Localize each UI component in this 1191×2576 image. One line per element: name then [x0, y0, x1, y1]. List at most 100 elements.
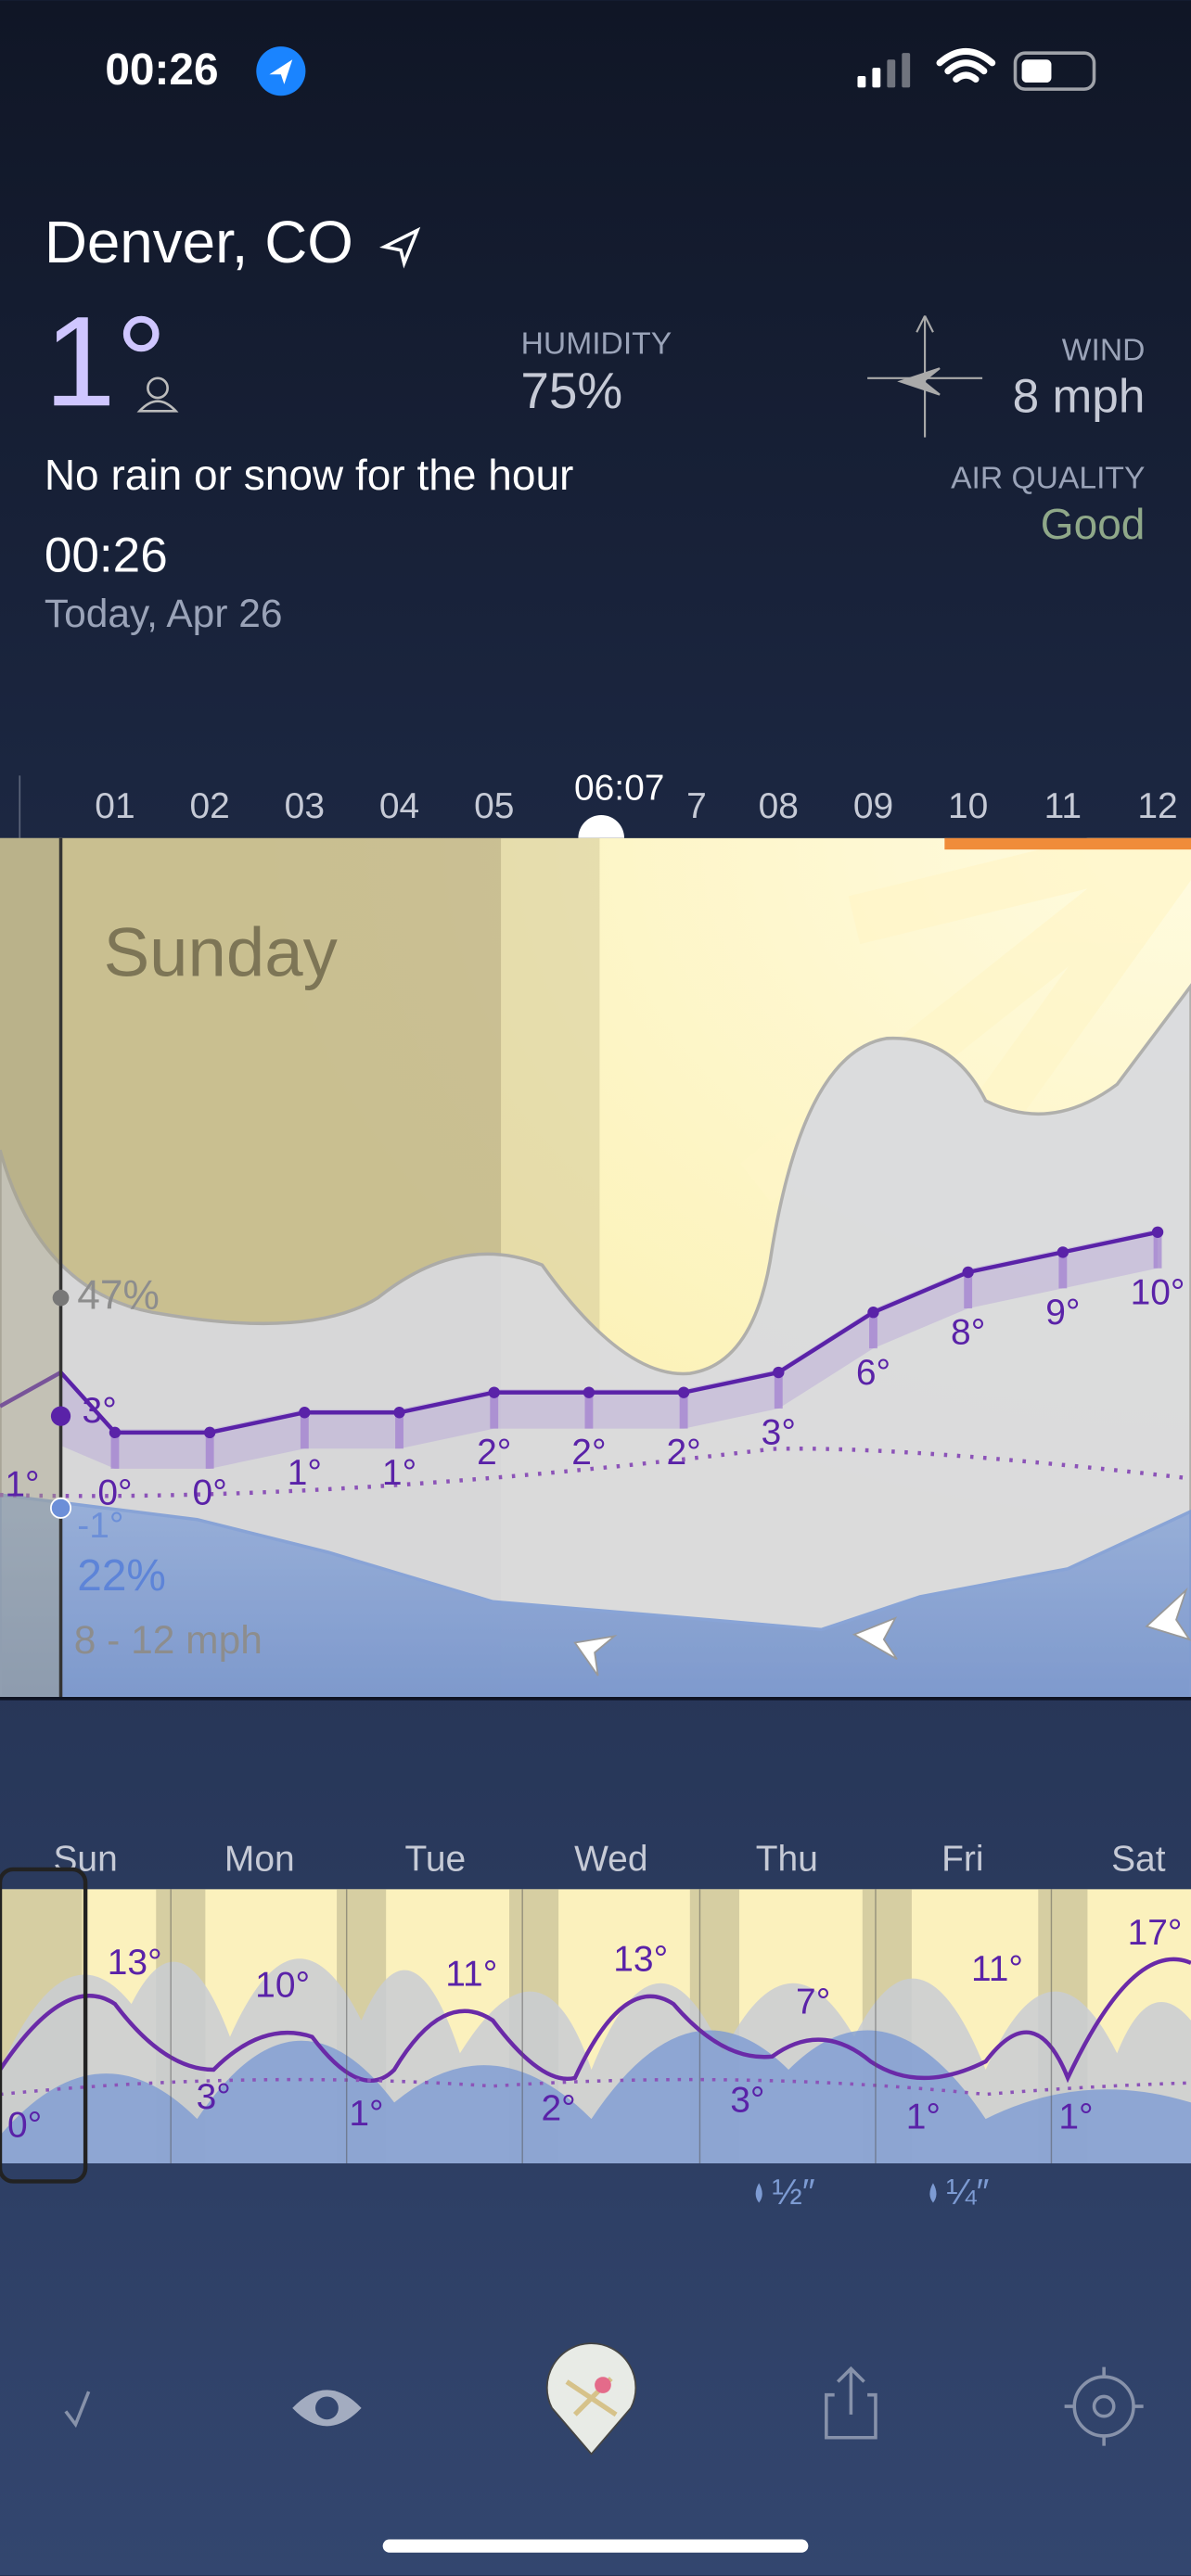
humidity-label: HUMIDITY: [521, 326, 672, 361]
temperature-label: 3°: [762, 1413, 796, 1453]
precip-marker: [50, 1497, 72, 1519]
temperature-label: 0°: [193, 1473, 227, 1512]
temperature-point: [299, 1407, 311, 1419]
weekly-dew-point: [0, 2077, 1191, 2097]
high-temperature: 10°: [255, 1966, 310, 2006]
precipitation-area: [0, 1493, 1191, 1697]
air-quality-label: AIR QUALITY: [951, 462, 1145, 496]
location-arrow: [269, 59, 293, 84]
home-indicator: [382, 2539, 809, 2553]
sunrise-icon: [578, 814, 624, 838]
high-temperature: 11°: [445, 1954, 497, 1994]
uv-bar: [944, 837, 1191, 850]
tab-share[interactable]: [825, 2366, 877, 2440]
signal-icon: [857, 53, 911, 88]
wind-arrows: [573, 1587, 1191, 1677]
precipitation-total: ¼″: [946, 2173, 989, 2213]
selected-date: Today, Apr 26: [45, 593, 283, 636]
temperature-marker: [50, 1406, 71, 1426]
weekly-precipitation: [0, 2030, 1191, 2163]
day-dividers: [170, 1889, 1053, 2163]
hour-label: 08: [759, 786, 799, 826]
tab-checkmark[interactable]: [64, 2391, 91, 2429]
raindrop-icon: [929, 2183, 937, 2203]
weekday-label: Sat: [1111, 1839, 1166, 1879]
clock: 00:26: [105, 45, 218, 95]
low-temperature: 1°: [1058, 2097, 1093, 2136]
hourly-chart[interactable]: 0° 0°1° 1°2° 2° 2°3°6°8°9°10° Sunday 47% 3° …: [0, 837, 1191, 1697]
temperature-point: [109, 1426, 122, 1439]
high-temperature: 13°: [613, 1939, 668, 1979]
feels-like-icon: [136, 376, 179, 413]
temperature-point: [867, 1307, 879, 1319]
battery-level: [1021, 59, 1052, 83]
precipitation-summary: No rain or snow for the hour: [45, 451, 574, 499]
hour-label: 02: [189, 786, 229, 826]
humidity-value: 75%: [520, 362, 622, 419]
temperature-label: 2°: [477, 1433, 511, 1473]
weekday-label: Wed: [574, 1839, 647, 1879]
low-temperature: 3°: [197, 2077, 231, 2117]
precipitation-chance: 22%: [77, 1551, 166, 1600]
wind-value: 8 mph: [1013, 369, 1146, 422]
wifi-icon: [936, 48, 996, 83]
low-temperature: 3°: [730, 2081, 764, 2121]
temperature-point: [677, 1386, 690, 1398]
temperature-point: [488, 1386, 500, 1398]
week-selector[interactable]: [0, 1867, 88, 2184]
weekday-label: Thu: [756, 1839, 818, 1879]
hour-label: 11: [1044, 786, 1082, 826]
temperature-label: 1°: [382, 1453, 416, 1493]
temperature-range: [60, 1229, 1159, 1469]
temperature-point: [203, 1426, 216, 1439]
low-temperature: 1°: [349, 2094, 383, 2134]
high-temperature: 11°: [971, 1949, 1023, 1989]
location-name[interactable]: Denver, CO: [45, 209, 353, 275]
weekday-label: Mon: [224, 1839, 295, 1879]
weekly-chart[interactable]: 13° 10° 11° 13° 7° 11° 17° 0° 3° 1° 2° 3° 1° 1°: [0, 1889, 1191, 2163]
temperature-label: 2°: [571, 1433, 606, 1473]
previous-temp-label: 1°: [5, 1465, 39, 1505]
temperature-label: 2°: [666, 1433, 700, 1473]
temperature-label: 1°: [288, 1453, 322, 1493]
temperature-point: [583, 1386, 596, 1398]
hour-label: 7: [686, 786, 707, 826]
temperature-point: [1151, 1226, 1164, 1238]
temperature-point: [393, 1407, 405, 1419]
weekday-label: Tue: [404, 1839, 466, 1879]
tab-settings[interactable]: [1064, 2366, 1144, 2446]
cloud-area: [0, 983, 1191, 1697]
hour-label: 10: [948, 786, 988, 826]
battery-icon: [1013, 51, 1096, 91]
temperature-label: 0°: [97, 1473, 132, 1512]
hour-label: 04: [379, 786, 419, 826]
past-shade: [0, 837, 61, 1697]
temperature-label: 8°: [951, 1313, 985, 1353]
temperature-point: [962, 1266, 974, 1279]
location-icon: [379, 226, 421, 269]
weekday-label: Sun: [53, 1839, 117, 1879]
weekly-temperature-line: [0, 1957, 1191, 2084]
hour-label: 12: [1137, 786, 1177, 826]
cloud-marker: [52, 1289, 70, 1307]
temperature-label: 10°: [1131, 1272, 1185, 1312]
hour-label: 09: [853, 786, 893, 826]
hour-label: 01: [95, 786, 134, 826]
tab-map[interactable]: [545, 2342, 637, 2455]
wind-label: WIND: [1062, 333, 1146, 367]
raindrop-icon: [755, 2183, 762, 2203]
hour-axis: 01 02 03 04 05 7 08 09 10 11 12: [19, 775, 1178, 838]
weekday-label: Fri: [941, 1839, 983, 1879]
selected-time: 00:26: [45, 529, 168, 583]
tab-eye[interactable]: [292, 2390, 362, 2427]
sunrise-time: 06:07: [574, 769, 664, 809]
cloud-cover: 47%: [77, 1272, 160, 1318]
high-temperature: 17°: [1128, 1913, 1183, 1953]
day-label: Sunday: [104, 914, 339, 991]
temperature-line: [0, 1230, 1159, 1435]
hour-label: 03: [285, 786, 325, 826]
low-temperature: 2°: [542, 2089, 576, 2129]
feels-like: -1°: [77, 1506, 123, 1546]
